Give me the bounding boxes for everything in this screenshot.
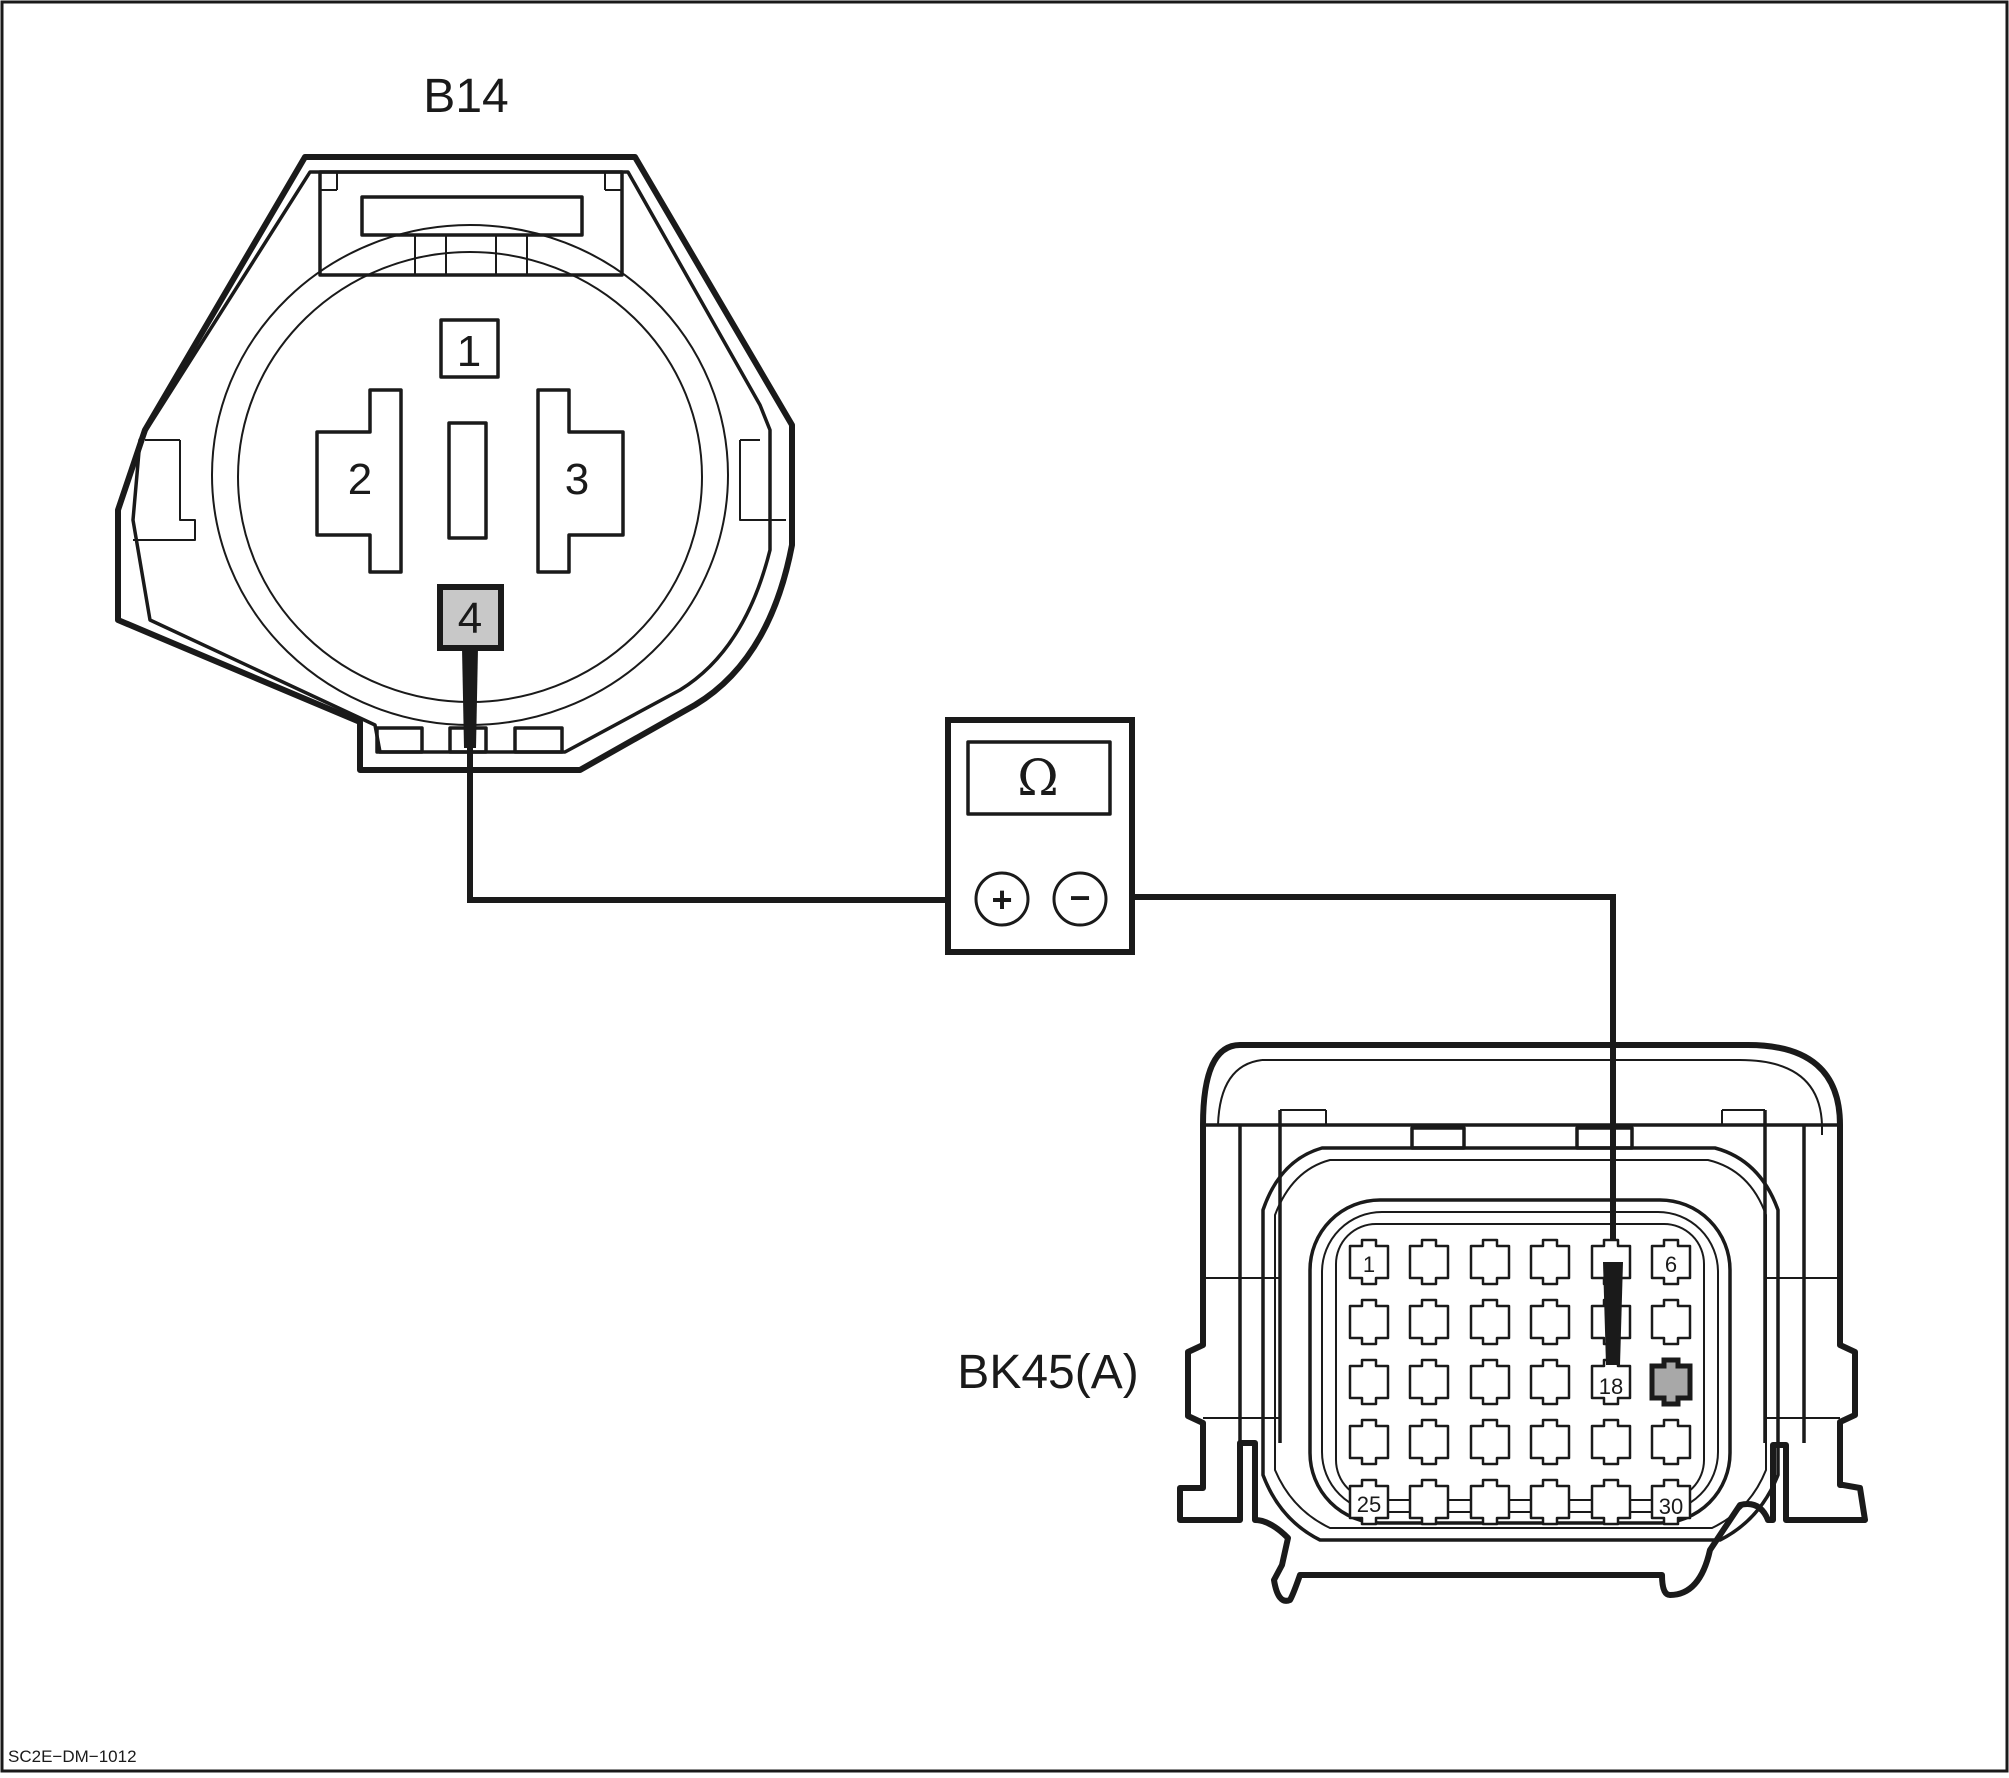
bk45a-pin-cavity [1529, 1418, 1571, 1466]
probe-tip-bk45a [1603, 1262, 1623, 1365]
probe-tip-b14 [462, 648, 478, 748]
bk45a-pin-cavity [1469, 1418, 1511, 1466]
b14-pin-3 [536, 388, 625, 574]
bk45a-pin-cavity [1650, 1478, 1692, 1526]
bk45a-pin-grid [1348, 1238, 1692, 1526]
negative-terminal-label: − [1069, 877, 1090, 918]
negative-terminal [1052, 871, 1108, 927]
bk45a-pin-cavity [1529, 1238, 1571, 1286]
b14-pin-1 [439, 318, 500, 379]
bk45a-pin-cavity [1348, 1238, 1390, 1286]
bk45a-pin-cavity [1529, 1298, 1571, 1346]
connector-b14-housing [115, 154, 795, 773]
bk45a-pin-cavity [1348, 1478, 1390, 1526]
negative-test-lead [1132, 894, 1616, 1265]
connector-bk45a-label: BK45(A) [957, 1346, 1138, 1399]
bk45a-pin-cavity [1650, 1238, 1692, 1286]
connector-bk45a-housing [1177, 1042, 1868, 1604]
bk45a-pin-cavity [1348, 1358, 1390, 1406]
bk45a-pin-cavity [1469, 1478, 1511, 1526]
bk45a-pin-cavity-field [1335, 1223, 1705, 1501]
b14-pin-2 [315, 388, 403, 574]
bk45a-pin-18-label: 18 [1599, 1374, 1623, 1399]
connector-b14-latch-slot [360, 195, 584, 237]
connector-bk45a: BK45(A) 1 6 25 30 [957, 1042, 1868, 1604]
bk45a-pin-cavity [1529, 1478, 1571, 1526]
bk45a-pin-cavity [1650, 1418, 1692, 1466]
bk45a-pin-1-label: 1 [1363, 1252, 1375, 1277]
bk45a-pin-25-label: 25 [1357, 1492, 1381, 1517]
bk45a-pin-cavity [1408, 1238, 1450, 1286]
figure-code: SC2E−DM−1012 [8, 1747, 137, 1766]
bk45a-pin-cavity [1408, 1418, 1450, 1466]
bk45a-pin-cavity [1408, 1358, 1450, 1406]
connector-b14-label: B14 [423, 70, 508, 123]
b14-pin-4-label: 4 [458, 594, 482, 643]
positive-terminal [974, 871, 1030, 927]
connector-b14: B14 1 2 3 [115, 70, 795, 773]
bk45a-pin-cavity [1590, 1478, 1632, 1526]
bk45a-pin-18-probed [1649, 1357, 1693, 1407]
bk45a-pin-cavity [1590, 1358, 1632, 1406]
b14-pin-2-label: 2 [348, 455, 372, 504]
bk45a-pin-cavity [1469, 1298, 1511, 1346]
bk45a-pin-cavity [1408, 1478, 1450, 1526]
bk45a-pin-cavity [1650, 1298, 1692, 1346]
ohmmeter-display [966, 740, 1112, 816]
bk45a-pin-cavity [1408, 1298, 1450, 1346]
bk45a-pin-cavity [1469, 1238, 1511, 1286]
bk45a-pin-cavity [1348, 1418, 1390, 1466]
positive-test-lead [467, 748, 948, 903]
b14-pin-1-label: 1 [457, 327, 481, 376]
ohm-symbol: Ω [1017, 749, 1058, 807]
positive-terminal-label: + [991, 879, 1012, 920]
bk45a-pin-cavity [1348, 1298, 1390, 1346]
b14-center-blade [447, 421, 488, 540]
ohmmeter: Ω + − [945, 717, 1135, 955]
bk45a-pin-cavity [1590, 1418, 1632, 1466]
b14-pin-3-label: 3 [565, 455, 589, 504]
connector-b14-latch-frame [318, 170, 624, 277]
bk45a-pin-cavity [1469, 1358, 1511, 1406]
bk45a-pin-6-label: 6 [1665, 1252, 1677, 1277]
bk45a-pin-30-label: 30 [1659, 1494, 1683, 1519]
bk45a-pin-cavity [1529, 1358, 1571, 1406]
